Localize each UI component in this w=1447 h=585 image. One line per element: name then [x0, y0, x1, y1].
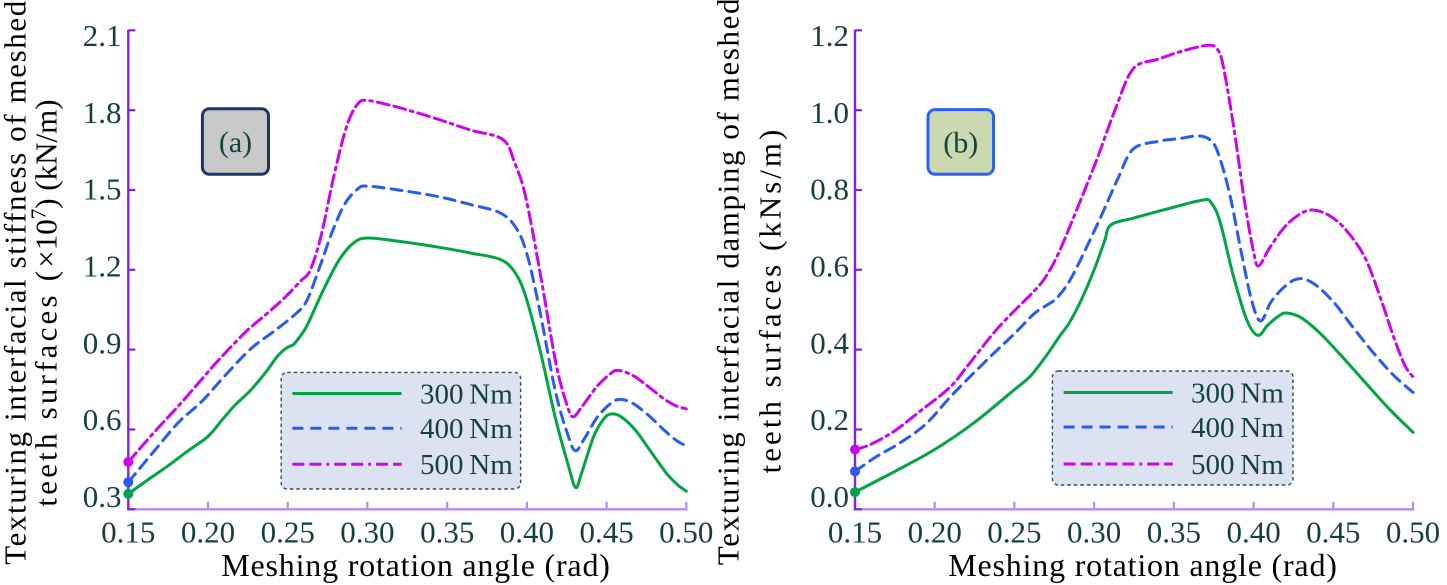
- svg-text:0.30: 0.30: [340, 515, 394, 550]
- svg-text:(a): (a): [219, 126, 252, 159]
- svg-text:0.50: 0.50: [1386, 515, 1440, 550]
- svg-text:2.1: 2.1: [83, 18, 122, 53]
- svg-text:0.2: 0.2: [810, 402, 849, 437]
- svg-text:0.40: 0.40: [500, 515, 554, 550]
- svg-text:1.0: 1.0: [810, 95, 849, 130]
- svg-text:0.30: 0.30: [1067, 515, 1121, 550]
- svg-text:Texturing interfacial stiffnes: Texturing interfacial stiffness of meshe…: [0, 0, 32, 565]
- svg-text:0.9: 0.9: [83, 325, 122, 360]
- svg-text:0.35: 0.35: [420, 515, 474, 550]
- svg-text:300 Nm: 300 Nm: [420, 379, 513, 411]
- svg-text:0.15: 0.15: [828, 515, 882, 550]
- svg-text:teeth surfaces (kNs/m): teeth surfaces (kNs/m): [753, 127, 788, 474]
- svg-text:1.8: 1.8: [83, 95, 122, 130]
- svg-text:0.15: 0.15: [101, 515, 155, 550]
- svg-text:0.40: 0.40: [1226, 515, 1280, 550]
- svg-text:0.6: 0.6: [83, 402, 122, 437]
- svg-text:0.20: 0.20: [908, 515, 962, 550]
- svg-text:(b): (b): [943, 127, 978, 160]
- svg-text:0.25: 0.25: [261, 515, 315, 550]
- svg-text:500 Nm: 500 Nm: [1191, 449, 1284, 481]
- svg-text:0.50: 0.50: [659, 515, 713, 550]
- svg-text:300 Nm: 300 Nm: [1191, 378, 1284, 410]
- svg-text:0.25: 0.25: [987, 515, 1041, 550]
- svg-text:0.35: 0.35: [1147, 515, 1201, 550]
- svg-text:Meshing rotation angle (rad): Meshing rotation angle (rad): [221, 547, 610, 583]
- svg-text:Meshing rotation angle (rad): Meshing rotation angle (rad): [948, 547, 1337, 583]
- svg-text:teeth surfaces (×107) (kN/m): teeth surfaces (×107) (kN/m): [26, 99, 63, 506]
- svg-text:0.6: 0.6: [810, 249, 849, 284]
- svg-text:0.0: 0.0: [810, 479, 849, 514]
- svg-text:0.45: 0.45: [579, 515, 633, 550]
- svg-text:0.45: 0.45: [1306, 515, 1360, 550]
- svg-text:500 Nm: 500 Nm: [420, 449, 513, 481]
- svg-text:400 Nm: 400 Nm: [1191, 412, 1284, 444]
- svg-text:0.3: 0.3: [83, 479, 122, 514]
- svg-text:0.8: 0.8: [810, 172, 849, 207]
- svg-text:Texturing interfacial damping: Texturing interfacial damping of meshed: [711, 0, 746, 565]
- svg-text:1.5: 1.5: [83, 172, 122, 207]
- svg-text:1.2: 1.2: [83, 249, 122, 284]
- svg-text:0.4: 0.4: [810, 325, 849, 360]
- svg-text:400 Nm: 400 Nm: [420, 413, 513, 445]
- svg-text:0.20: 0.20: [181, 515, 235, 550]
- svg-text:1.2: 1.2: [810, 18, 849, 53]
